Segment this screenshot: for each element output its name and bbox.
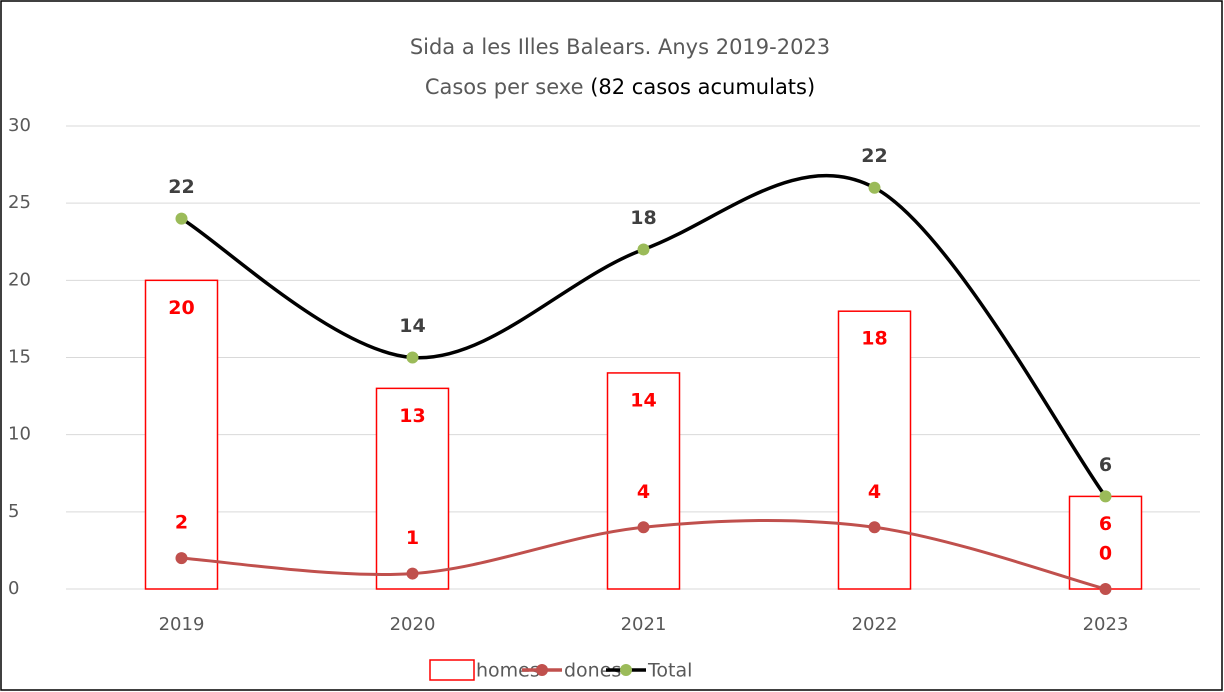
point [406,567,419,580]
legend-label: homes [476,660,540,682]
subtitle-note: (82 casos acumulats) [590,75,815,99]
subtitle: Casos per sexe [425,75,584,99]
x-tick-label: 2019 [159,614,205,635]
point-label: 4 [868,481,881,503]
legend: homes dones Total [429,659,692,682]
point [637,243,650,256]
point-label: 4 [637,481,650,503]
y-tick-label: 25 [8,192,31,213]
point-label: 2 [175,512,188,534]
point-label: 18 [630,207,656,229]
bar [1068,495,1143,590]
line [180,174,1107,498]
point-label: 22 [861,145,887,167]
y-tick-label: 20 [8,269,31,290]
bar [837,310,912,590]
bar-label: 20 [168,297,194,319]
y-tick-label: 30 [8,115,31,136]
point [175,552,188,565]
bar-label: 6 [1099,513,1112,535]
x-tick-label: 2022 [852,614,898,635]
chart-title: Sida a les Illes Balears. Anys 2019-2023 [410,35,830,59]
bar [375,387,450,590]
point [868,521,881,534]
x-tick-label: 2020 [390,614,436,635]
y-tick-label: 5 [8,501,19,522]
point [868,181,881,194]
point [175,212,188,225]
point-label: 22 [168,176,194,198]
point-label: 6 [1099,454,1112,476]
chart-subtitle: Casos per sexe (82 casos acumulats) [425,75,815,99]
legend-marker [536,664,548,676]
x-tick-label: 2023 [1083,614,1129,635]
point [637,521,650,534]
bar [606,372,681,590]
x-tick-label: 2021 [621,614,667,635]
legend-label: dones [564,660,621,682]
bar-label: 14 [630,389,656,411]
legend-swatch [429,659,475,681]
point [1099,490,1112,503]
bar-label: 13 [399,405,425,427]
bar [144,279,219,590]
point-label: 14 [399,315,425,337]
point-label: 0 [1099,543,1112,565]
y-tick-label: 10 [8,424,31,445]
y-tick-label: 15 [8,347,31,368]
legend-label: Total [647,660,692,682]
point [1099,583,1112,595]
point-label: 1 [406,527,419,549]
bar-label: 18 [861,328,887,350]
point [406,351,419,364]
legend-marker [620,664,632,676]
y-tick-label: 0 [8,578,19,599]
